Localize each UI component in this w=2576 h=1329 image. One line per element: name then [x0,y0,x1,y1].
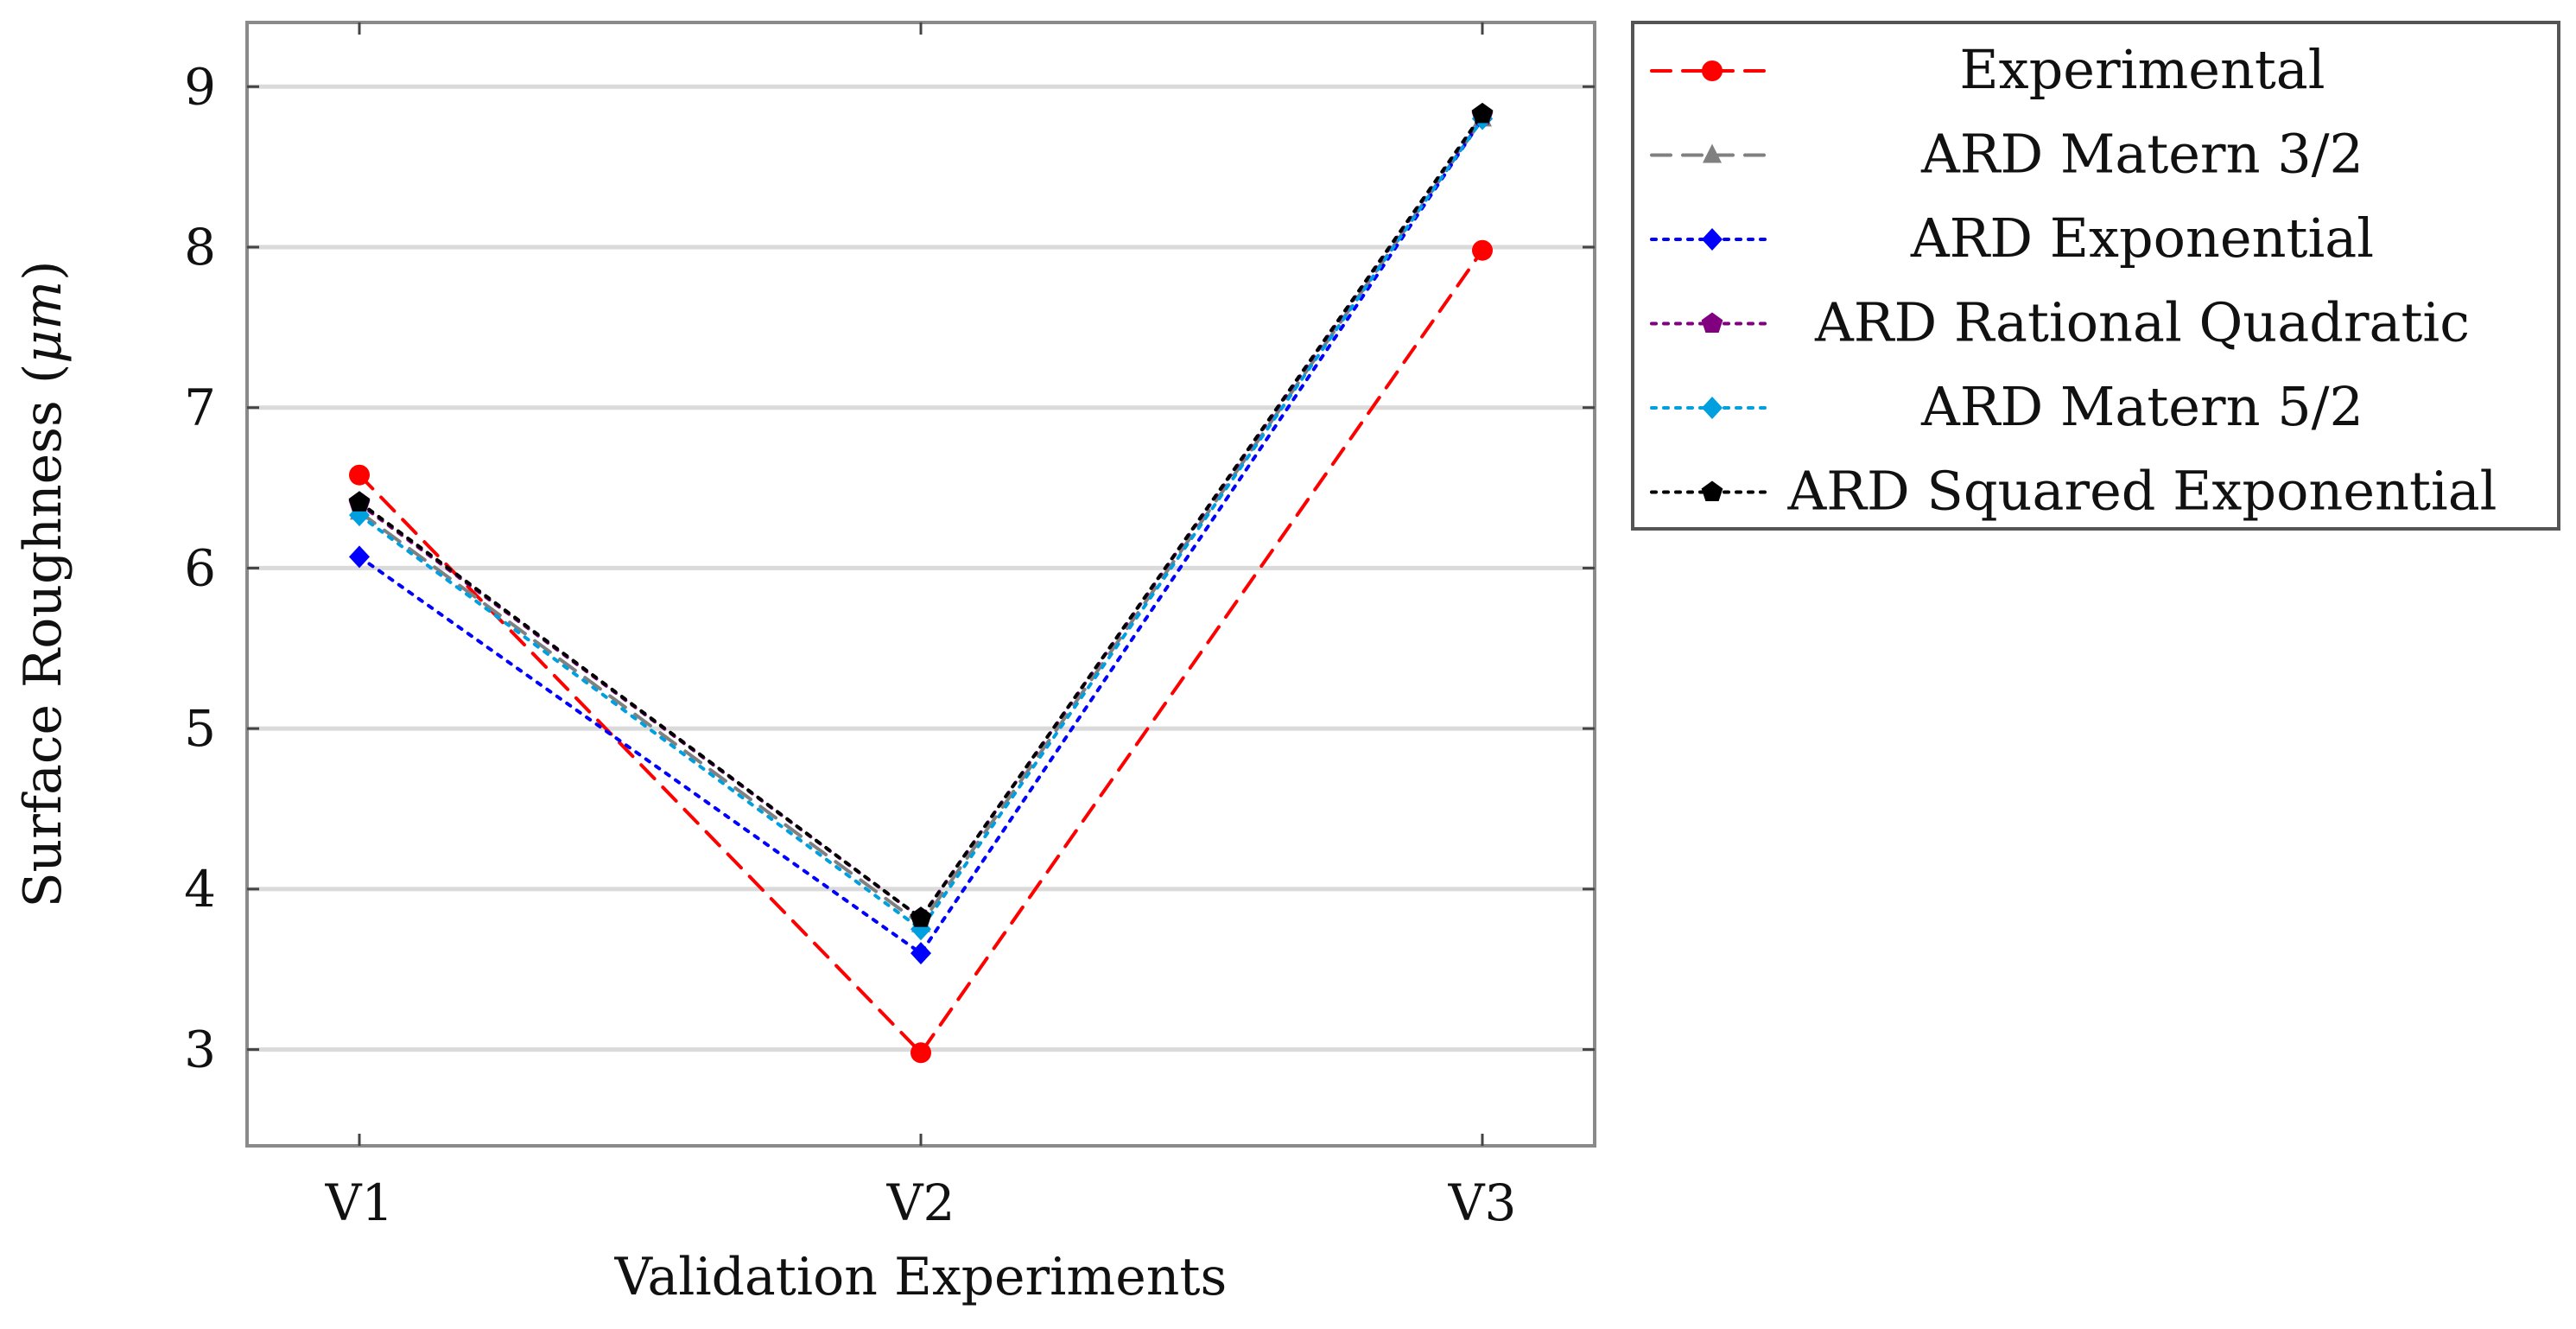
data-point [910,906,932,927]
y-axis-title: Surface Roughness (μm) [13,260,73,907]
grid-lines [247,84,1595,1052]
data-point [348,491,371,512]
y-axis-title-unit: μm [13,281,73,364]
legend-entry: ARD Exponential [1650,207,2374,270]
y-tick-label: 4 [184,860,216,919]
legend-marker [1702,60,1723,81]
legend-entries: Experimental ARD Matern 3/2 ARD Exponentia… [1650,38,2497,523]
legend-label: ARD Matern 3/2 [1920,123,2363,186]
data-point [1471,102,1494,124]
x-tick-label: V1 [325,1173,394,1232]
legend-marker [1702,397,1723,419]
data-point [910,942,931,965]
y-axis-title-close: ) [13,260,73,280]
data-point [349,464,370,486]
axes: 3 4 5 6 7 8 9 V1 V2 V3 [184,22,1595,1232]
legend-entry: ARD Matern 5/2 [1650,375,2363,438]
series-line [358,117,1484,956]
y-tick-label: 9 [184,57,216,116]
legend-entry: ARD Rational Quadratic [1650,291,2470,354]
legend-label: ARD Rational Quadratic [1814,291,2470,354]
legend-marker [1703,143,1722,163]
series-line [358,248,1484,1056]
legend-label: ARD Matern 5/2 [1920,375,2363,438]
legend-marker [1702,228,1723,251]
x-axis-title: Validation Experiments [614,1247,1228,1307]
series-lines [348,102,1494,1064]
y-axis-title-text: Surface Roughness ( [13,364,73,908]
data-point [1472,239,1493,261]
legend-entry: Experimental [1650,38,2325,101]
series-experimental [349,239,1493,1064]
y-tick-label: 3 [184,1021,216,1079]
legend-frame [1631,21,2560,531]
series-ard-rational-quadratic [348,104,1494,927]
legend-marker [1701,312,1723,333]
x-tick-label: V3 [1448,1173,1517,1232]
legend-marker [1701,480,1723,501]
y-tick-label: 8 [184,218,216,277]
plot-area-frame [245,21,1596,1148]
legend: Experimental ARD Matern 3/2 ARD Exponentia… [1631,21,2560,531]
series-ard-matern-3-2 [350,107,1492,932]
series-ard-squared-exponential [348,102,1494,927]
series-line [358,111,1484,921]
legend-entry: ARD Squared Exponential [1650,460,2497,523]
series-line [358,113,1484,921]
series-line [358,117,1484,932]
legend-label: ARD Squared Exponential [1787,460,2497,523]
data-point [349,545,370,569]
series-ard-exponential [349,107,1493,965]
series-ard-matern-5-2 [349,107,1493,941]
x-tick-label: V2 [886,1173,955,1232]
legend-entry: ARD Matern 3/2 [1650,123,2363,186]
legend-label: Experimental [1959,38,2325,101]
y-tick-label: 5 [184,699,216,758]
y-tick-label: 7 [184,378,216,437]
legend-label: ARD Exponential [1910,207,2374,270]
data-point [910,1042,931,1064]
series-line [358,117,1484,927]
y-tick-label: 6 [184,538,216,597]
